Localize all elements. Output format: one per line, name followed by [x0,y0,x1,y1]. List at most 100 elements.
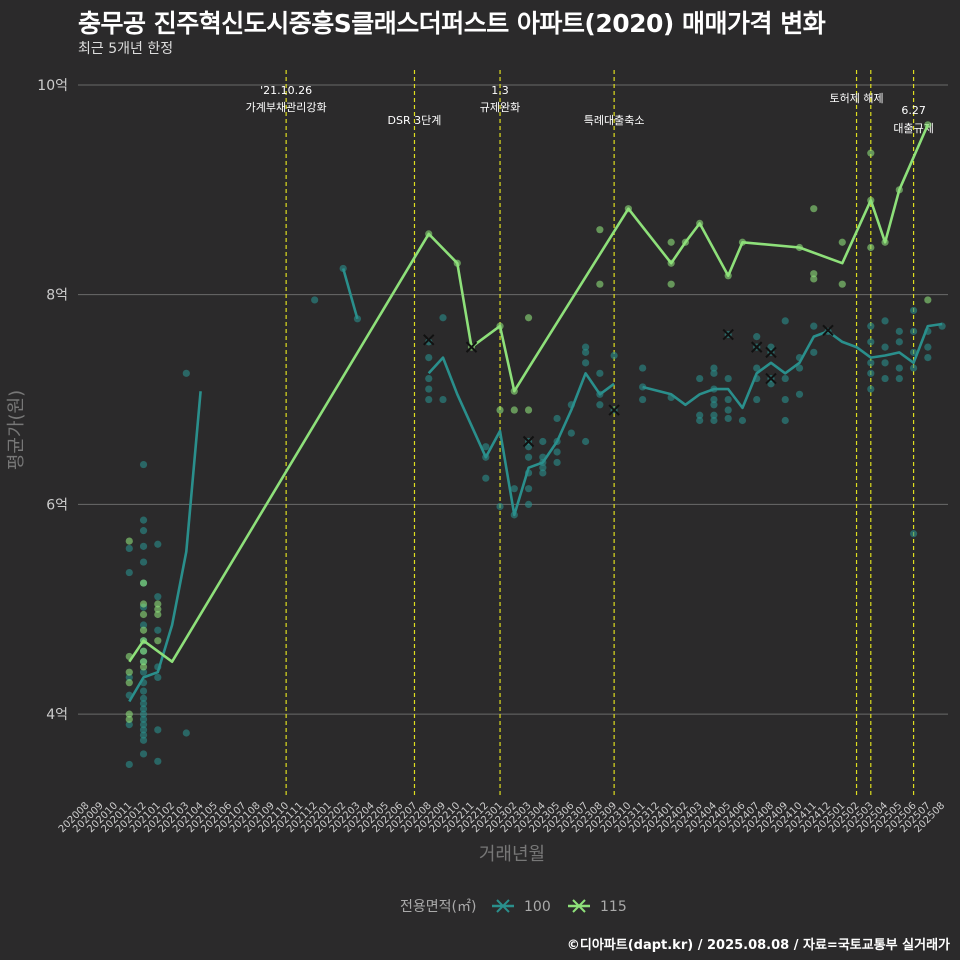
legend-title: 전용면적(㎡) [400,899,476,915]
crossed-point [722,328,734,341]
data-point [724,406,732,414]
data-point [781,374,789,383]
event-date: '21.10.26 [260,84,312,97]
crossed-point [522,435,535,448]
data-point [425,374,433,383]
data-point [753,364,761,372]
data-point [810,205,818,213]
data-point [125,668,133,676]
data-point [738,416,747,425]
data-point [139,527,148,535]
data-point [524,485,533,493]
data-point [425,395,433,404]
data-point [139,600,148,608]
data-point [154,610,162,619]
data-point [496,406,504,414]
data-point [154,673,162,682]
crossed-point [765,372,777,385]
data-point [539,437,547,446]
data-point [867,243,875,252]
data-point [139,621,148,629]
data-point [553,458,561,467]
data-point [582,348,590,356]
data-point [724,374,732,383]
data-point [425,385,433,393]
data-point [881,317,889,325]
data-point [139,721,148,729]
data-point [125,537,133,545]
data-point [154,637,162,645]
data-point [482,443,490,451]
data-point [524,443,533,451]
data-point [154,593,162,601]
data-point [810,275,818,283]
data-point [139,516,148,524]
data-point [139,731,148,739]
cross-stroke [751,341,763,353]
data-point [867,322,875,330]
crossed-point [465,341,478,353]
data-point [125,760,133,769]
data-point [596,369,604,377]
crossed-point [423,334,435,346]
data-point [767,380,775,388]
data-point [795,364,804,372]
data-point [182,369,190,377]
data-point [710,416,718,425]
data-point [781,317,789,325]
legend: 전용면적(㎡) 100 115 [400,899,627,915]
data-point [810,270,818,278]
data-point [524,406,533,414]
data-point [924,354,932,362]
data-point [139,626,148,634]
data-point [696,374,704,383]
data-point [125,710,133,718]
legend-label: 115 [600,899,627,915]
source-caption: ©디아파트(dapt.kr) / 2025.08.08 / 자료=국토교통부 실… [566,938,950,953]
data-point [425,354,433,362]
data-point [139,700,148,708]
data-point [781,416,789,425]
data-point [696,416,704,425]
data-point [125,721,133,729]
chart-subtitle: 최근 5개년 한정 [78,41,174,57]
crossed-point [608,404,620,416]
data-point [767,343,775,351]
data-point [311,296,319,304]
data-point [125,679,133,687]
data-point [125,715,133,723]
data-point [139,750,148,758]
data-point [924,343,932,351]
data-point [753,333,761,341]
data-point [139,705,148,713]
data-point [553,448,561,456]
series-line-100 [128,391,202,703]
data-point [753,395,761,404]
data-point [139,736,148,744]
cross-stroke [765,346,777,359]
data-point [139,715,148,723]
data-point [810,322,818,330]
event-label: DSR 3단계 [388,114,442,127]
data-point [139,658,148,666]
data-point [895,374,903,383]
data-point [610,351,618,360]
data-point [139,694,148,702]
data-point [567,429,575,437]
y-tick-label: 10억 [37,78,68,94]
legend-item-115: 115 [568,899,627,915]
legend-item-100: 100 [492,899,551,915]
event-label: 특례대출축소 [584,114,645,127]
legend-label: 100 [524,899,551,915]
data-point [867,385,875,393]
data-point [724,395,732,404]
crossed-point [822,324,834,337]
data-point [510,406,518,414]
data-point [582,343,590,351]
data-point [909,306,918,315]
data-point [667,280,675,288]
data-point [582,359,590,367]
cross-stroke [722,328,734,341]
data-point [154,540,162,548]
data-point [524,314,533,322]
